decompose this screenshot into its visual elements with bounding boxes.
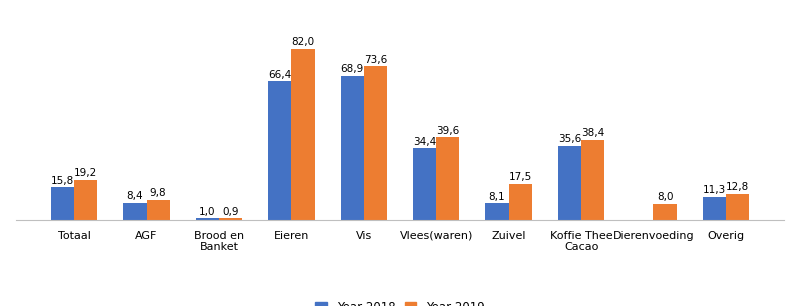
Text: 82,0: 82,0 bbox=[291, 37, 314, 47]
Bar bbox=[436, 137, 459, 220]
Bar bbox=[146, 200, 170, 220]
Bar bbox=[558, 146, 581, 220]
Bar bbox=[509, 184, 532, 220]
Text: 17,5: 17,5 bbox=[509, 172, 532, 182]
Bar bbox=[291, 49, 314, 220]
Bar bbox=[341, 76, 364, 220]
Text: 19,2: 19,2 bbox=[74, 168, 98, 178]
Text: 39,6: 39,6 bbox=[436, 126, 459, 136]
Text: 11,3: 11,3 bbox=[702, 185, 726, 195]
Text: 34,4: 34,4 bbox=[413, 136, 436, 147]
Bar bbox=[726, 193, 749, 220]
Bar bbox=[219, 218, 242, 220]
Bar bbox=[196, 218, 219, 220]
Bar bbox=[74, 180, 98, 220]
Text: 73,6: 73,6 bbox=[364, 54, 387, 65]
Bar bbox=[364, 66, 387, 220]
Text: 9,8: 9,8 bbox=[150, 188, 166, 198]
Bar bbox=[413, 148, 436, 220]
Text: 68,9: 68,9 bbox=[341, 64, 364, 74]
Text: 8,4: 8,4 bbox=[126, 191, 143, 201]
Text: 8,0: 8,0 bbox=[657, 192, 674, 202]
Text: 1,0: 1,0 bbox=[199, 207, 215, 217]
Text: 66,4: 66,4 bbox=[268, 70, 291, 80]
Bar bbox=[486, 203, 509, 220]
Text: 0,9: 0,9 bbox=[222, 207, 238, 217]
Text: 35,6: 35,6 bbox=[558, 134, 581, 144]
Bar bbox=[51, 187, 74, 220]
Bar bbox=[702, 197, 726, 220]
Legend: Year 2018, Year 2019: Year 2018, Year 2019 bbox=[312, 298, 488, 306]
Bar bbox=[654, 203, 677, 220]
Text: 15,8: 15,8 bbox=[51, 176, 74, 185]
Text: 8,1: 8,1 bbox=[489, 192, 506, 202]
Bar bbox=[268, 81, 291, 220]
Text: 38,4: 38,4 bbox=[581, 128, 604, 138]
Bar bbox=[581, 140, 604, 220]
Bar bbox=[123, 203, 146, 220]
Text: 12,8: 12,8 bbox=[726, 182, 749, 192]
